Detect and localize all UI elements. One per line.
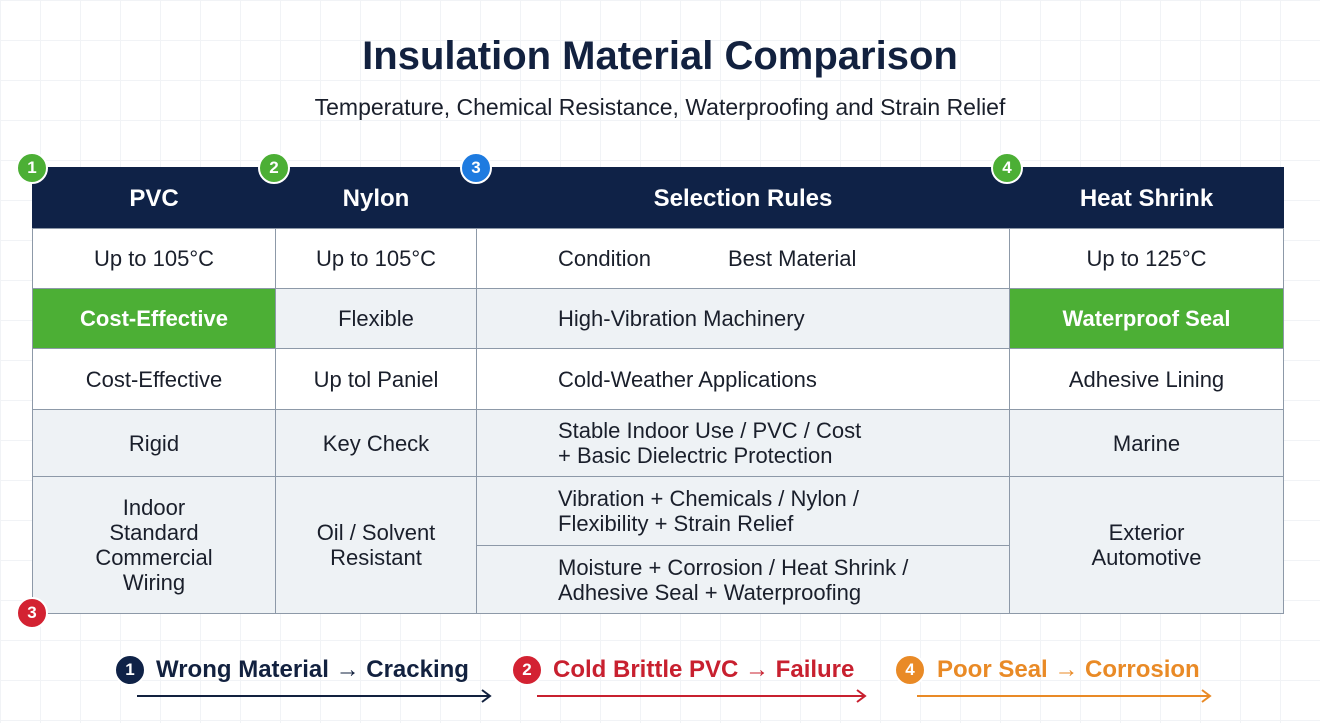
cell: Condition Best Material bbox=[476, 228, 1010, 289]
cell: Vibration + Chemicals / Nylon / Flexibil… bbox=[476, 476, 1010, 546]
cell: High-Vibration Machinery bbox=[476, 288, 1010, 349]
cell: Up to 105°C bbox=[32, 228, 276, 289]
badge: 4 bbox=[991, 152, 1023, 184]
title: Insulation Material Comparison bbox=[362, 34, 958, 78]
cell: Cost-Effective bbox=[32, 348, 276, 410]
cell: Oil / Solvent Resistant bbox=[275, 476, 477, 614]
cell: Adhesive Lining bbox=[1009, 348, 1284, 410]
cell: Up to 105°C bbox=[275, 228, 477, 289]
footer-arrows bbox=[137, 689, 1212, 703]
column-header: PVC bbox=[32, 167, 276, 229]
subtitle: Temperature, Chemical Resistance, Waterp… bbox=[314, 94, 1006, 120]
column-header: Heat Shrink bbox=[1009, 167, 1284, 229]
cell: Exterior Automotive bbox=[1009, 476, 1284, 614]
badge: 3 bbox=[16, 597, 48, 629]
badge: 1 bbox=[16, 152, 48, 184]
footer-text: Cold Brittle PVC → Failure bbox=[553, 656, 855, 683]
cell: Up to 125°C bbox=[1009, 228, 1284, 289]
badge: 2 bbox=[258, 152, 290, 184]
cell: Marine bbox=[1009, 409, 1284, 477]
cell: Up tol Paniel bbox=[275, 348, 477, 410]
badge: 1 bbox=[114, 654, 146, 686]
cell: Cold-Weather Applications bbox=[476, 348, 1010, 410]
cell: Flexible bbox=[275, 288, 477, 349]
badge: 3 bbox=[460, 152, 492, 184]
cell: Moisture + Corrosion / Heat Shrink / Adh… bbox=[476, 545, 1010, 614]
cell-text: Condition bbox=[558, 246, 651, 271]
column-header: Nylon bbox=[275, 167, 477, 229]
footer-text: Wrong Material → Cracking bbox=[156, 656, 469, 683]
cell: Stable Indoor Use / PVC / Cost + Basic D… bbox=[476, 409, 1010, 477]
badge: 2 bbox=[511, 654, 543, 686]
highlight-cell: Cost-Effective bbox=[32, 288, 276, 349]
badge: 4 bbox=[894, 654, 926, 686]
arrow bbox=[137, 689, 492, 703]
cell-text: Best Material bbox=[728, 246, 857, 271]
cell: Rigid bbox=[32, 409, 276, 477]
column-header: Selection Rules bbox=[476, 167, 1010, 229]
cell: Indoor Standard Commercial Wiring bbox=[32, 476, 276, 614]
cell: Key Check bbox=[275, 409, 477, 477]
arrow bbox=[917, 689, 1212, 703]
highlight-cell: Waterproof Seal bbox=[1009, 288, 1284, 349]
footer-text: Poor Seal → Corrosion bbox=[937, 656, 1200, 683]
arrow bbox=[537, 689, 867, 703]
